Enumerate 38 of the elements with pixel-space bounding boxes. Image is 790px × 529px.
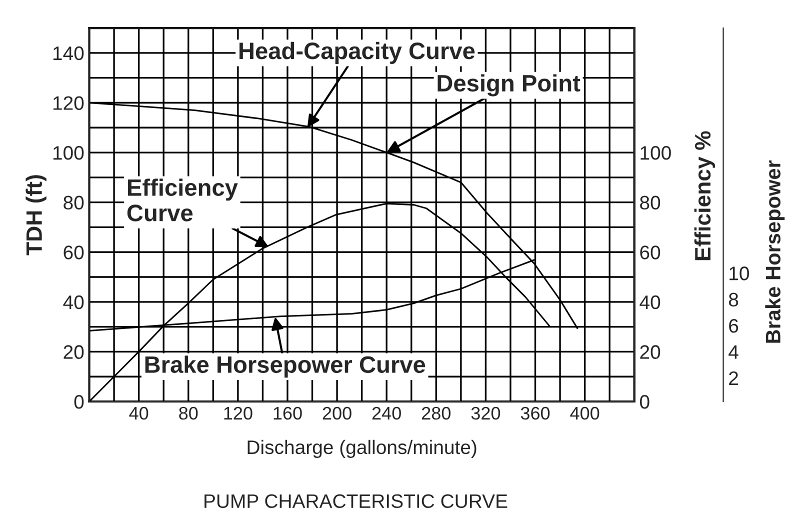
y3-tick-label: 8 [728,292,738,307]
x-tick-label: 320 [471,406,500,420]
y2-axis-title: Efficiency % [694,131,716,260]
y-tick-label: 60 [64,246,84,260]
y2-tick-label: 80 [640,196,660,210]
x-tick-label: 400 [570,406,600,420]
y3-tick-label: 4 [728,345,738,359]
x-axis-title: Discharge (gallons/minute) [248,440,476,458]
y-tick-label: 0 [74,394,84,409]
y3-tick-label: 10 [730,266,749,280]
x-tick-label: 120 [224,406,252,420]
annotation: Head-Capacity Curve [240,42,475,64]
annotation: Brake Horsepower Curve [145,356,426,378]
annotation: Design Point [438,74,580,96]
y2-tick-label: 20 [640,345,660,359]
y-tick-label: 80 [64,196,84,210]
x-tick-label: 80 [179,406,198,420]
x-tick-label: 280 [422,406,451,420]
y2-tick-label: 100 [640,146,671,160]
annotation: Efficiency Curve [127,178,238,222]
y3-axis-title: Brake Horsepower [765,160,785,343]
x-tick-label: 200 [322,406,352,420]
x-tick-label: 40 [129,406,148,420]
y-tick-label: 20 [64,345,84,359]
y-tick-label: 40 [63,295,84,310]
y2-tick-label: 0 [640,394,650,409]
y2-tick-label: 60 [640,246,660,260]
y-tick-label: 120 [53,96,84,110]
y3-tick-label: 2 [729,371,738,385]
text: PUMP CHARACTERISTIC CURVE [204,494,508,508]
y2-tick-label: 40 [640,295,660,310]
x-tick-label: 360 [520,406,550,420]
y-axis-title: TDH (ft) [26,175,46,256]
y-tick-label: 100 [53,146,84,160]
y-tick-label: 140 [53,46,84,60]
x-tick-label: 160 [274,406,302,420]
y3-tick-label: 6 [729,318,738,333]
x-tick-label: 240 [372,406,401,420]
